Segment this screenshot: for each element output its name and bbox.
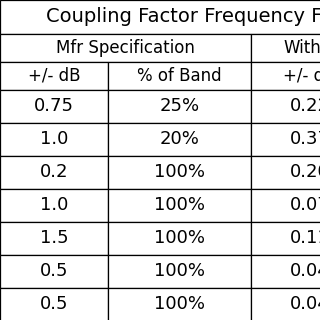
Text: 0.22: 0.22 <box>290 97 320 116</box>
Text: 25%: 25% <box>160 97 200 116</box>
Bar <box>108 255 251 288</box>
Bar <box>251 189 320 222</box>
Text: 100%: 100% <box>154 229 205 247</box>
Text: 0.5: 0.5 <box>40 295 68 313</box>
Bar <box>0 34 251 62</box>
Bar <box>0 90 108 123</box>
Text: 0.37: 0.37 <box>290 130 320 148</box>
Bar <box>0 189 108 222</box>
Bar <box>251 90 320 123</box>
Bar <box>108 123 251 156</box>
Bar <box>0 123 108 156</box>
Bar <box>108 189 251 222</box>
Text: Mfr Specification: Mfr Specification <box>56 39 195 57</box>
Bar <box>251 62 320 90</box>
Text: 100%: 100% <box>154 163 205 181</box>
Text: 100%: 100% <box>154 262 205 280</box>
Text: 100%: 100% <box>154 196 205 214</box>
Text: Coupling Factor Frequency F: Coupling Factor Frequency F <box>46 7 320 26</box>
Text: 0.20: 0.20 <box>290 163 320 181</box>
Bar <box>0 288 108 320</box>
Bar <box>0 62 108 90</box>
Text: 1.0: 1.0 <box>40 196 68 214</box>
Text: 20%: 20% <box>160 130 200 148</box>
Bar <box>0 222 108 255</box>
Bar <box>0 0 320 34</box>
Text: 0.04: 0.04 <box>290 295 320 313</box>
Text: 0.07: 0.07 <box>290 196 320 214</box>
Bar <box>108 288 251 320</box>
Bar <box>251 288 320 320</box>
Bar <box>108 62 251 90</box>
Bar <box>251 34 320 62</box>
Text: % of Band: % of Band <box>137 67 222 85</box>
Bar <box>108 156 251 189</box>
Bar <box>251 123 320 156</box>
Bar <box>251 222 320 255</box>
Text: 0.04: 0.04 <box>290 262 320 280</box>
Text: +/- dB: +/- dB <box>283 67 320 85</box>
Text: 100%: 100% <box>154 295 205 313</box>
Bar <box>108 90 251 123</box>
Bar <box>251 156 320 189</box>
Text: 0.2: 0.2 <box>40 163 68 181</box>
Text: +/- dB: +/- dB <box>28 67 81 85</box>
Bar <box>0 156 108 189</box>
Text: 0.5: 0.5 <box>40 262 68 280</box>
Text: 1.0: 1.0 <box>40 130 68 148</box>
Bar <box>251 255 320 288</box>
Bar <box>0 255 108 288</box>
Text: Within: Within <box>283 39 320 57</box>
Bar <box>108 222 251 255</box>
Text: 0.75: 0.75 <box>34 97 74 116</box>
Text: 0.11: 0.11 <box>290 229 320 247</box>
Text: 1.5: 1.5 <box>40 229 68 247</box>
